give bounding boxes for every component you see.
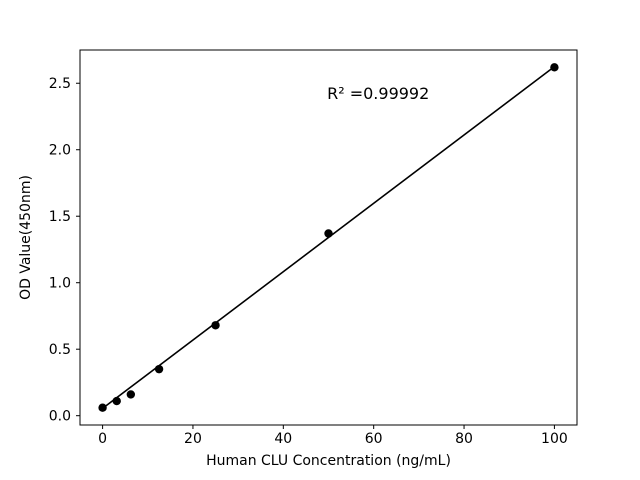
x-tick-label: 20 (184, 431, 202, 447)
x-axis-label: Human CLU Concentration (ng/mL) (206, 453, 451, 469)
data-point (324, 229, 333, 238)
data-point (211, 321, 220, 330)
y-axis-label: OD Value(450nm) (18, 175, 34, 300)
y-tick-label: 2.5 (49, 76, 71, 92)
x-tick-label: 40 (274, 431, 292, 447)
data-point (112, 396, 121, 406)
y-tick-label: 0.5 (49, 342, 71, 358)
axes-frame (79, 49, 578, 426)
data-point (98, 403, 107, 412)
data-point (154, 364, 164, 374)
y-tick-label: 2.0 (49, 143, 71, 159)
y-tick-label: 0.0 (49, 409, 71, 425)
x-tick-label: 0 (98, 431, 107, 447)
y-tick-label: 1.0 (49, 276, 71, 292)
data-point (126, 390, 136, 399)
y-tick-label: 1.5 (49, 209, 71, 225)
x-tick-label: 60 (365, 431, 383, 447)
x-tick-label: 100 (541, 431, 568, 447)
x-tick-label: 80 (455, 431, 473, 447)
data-point (550, 63, 559, 72)
r-squared-annotation: R² =0.99992 (327, 84, 429, 103)
